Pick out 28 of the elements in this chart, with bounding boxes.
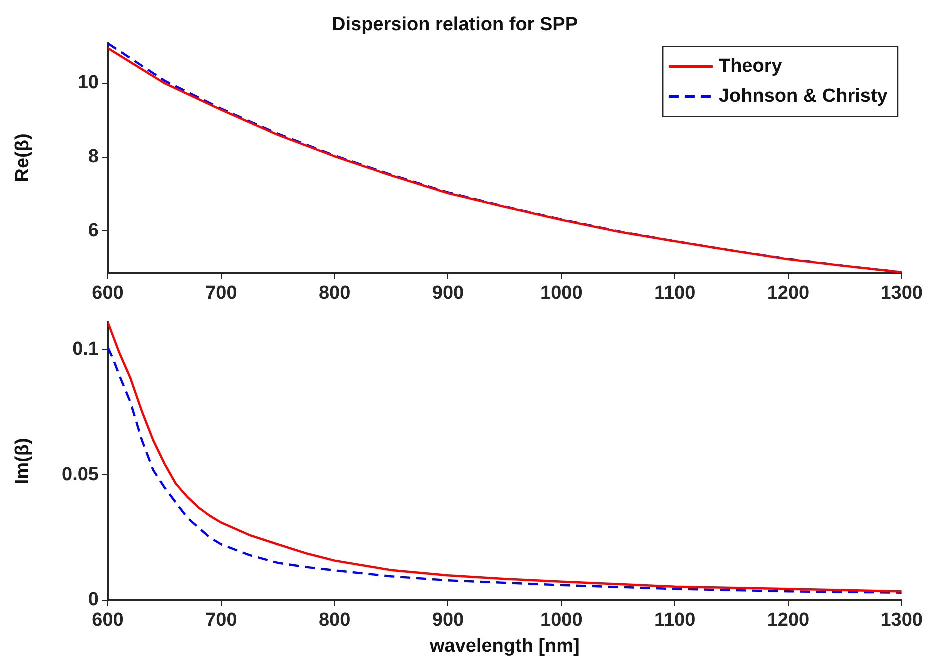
y-tick-label: 0.1 <box>72 339 100 360</box>
x-tick-label: 600 <box>92 282 124 304</box>
x-tick-label: 800 <box>318 610 351 632</box>
x-tick-label: 1200 <box>767 610 810 632</box>
x-tick-label: 1100 <box>654 282 696 304</box>
chart-title: Dispersion relation for SPP <box>332 14 578 36</box>
x-tick-label: 1000 <box>540 610 583 632</box>
y-tick-label: 10 <box>78 72 99 94</box>
x-tick-label: 900 <box>432 282 464 304</box>
y-tick-label: 8 <box>88 146 99 168</box>
x-tick-label: 1100 <box>654 610 696 632</box>
x-tick-label: 900 <box>432 610 464 632</box>
y-tick-label: 6 <box>88 220 99 242</box>
x-tick-label: 700 <box>206 610 238 632</box>
legend-label: Johnson & Christy <box>718 86 888 108</box>
x-tick-label: 600 <box>92 610 124 632</box>
x-tick-label: 1300 <box>880 282 924 304</box>
x-tick-label: 1000 <box>540 282 583 304</box>
legend-label: Theory <box>718 56 783 78</box>
y-tick-label: 0 <box>88 590 99 611</box>
x-tick-label: 1300 <box>880 610 924 632</box>
x-tick-label: 700 <box>206 282 238 304</box>
x-tick-label: 800 <box>318 282 351 304</box>
x-axis-title: wavelength [nm] <box>428 636 580 657</box>
x-tick-label: 1200 <box>767 282 810 304</box>
y-axis-title: Im(β) <box>12 438 34 485</box>
y-axis-title: Re(β) <box>12 134 34 182</box>
y-tick-label: 0.05 <box>62 464 100 486</box>
